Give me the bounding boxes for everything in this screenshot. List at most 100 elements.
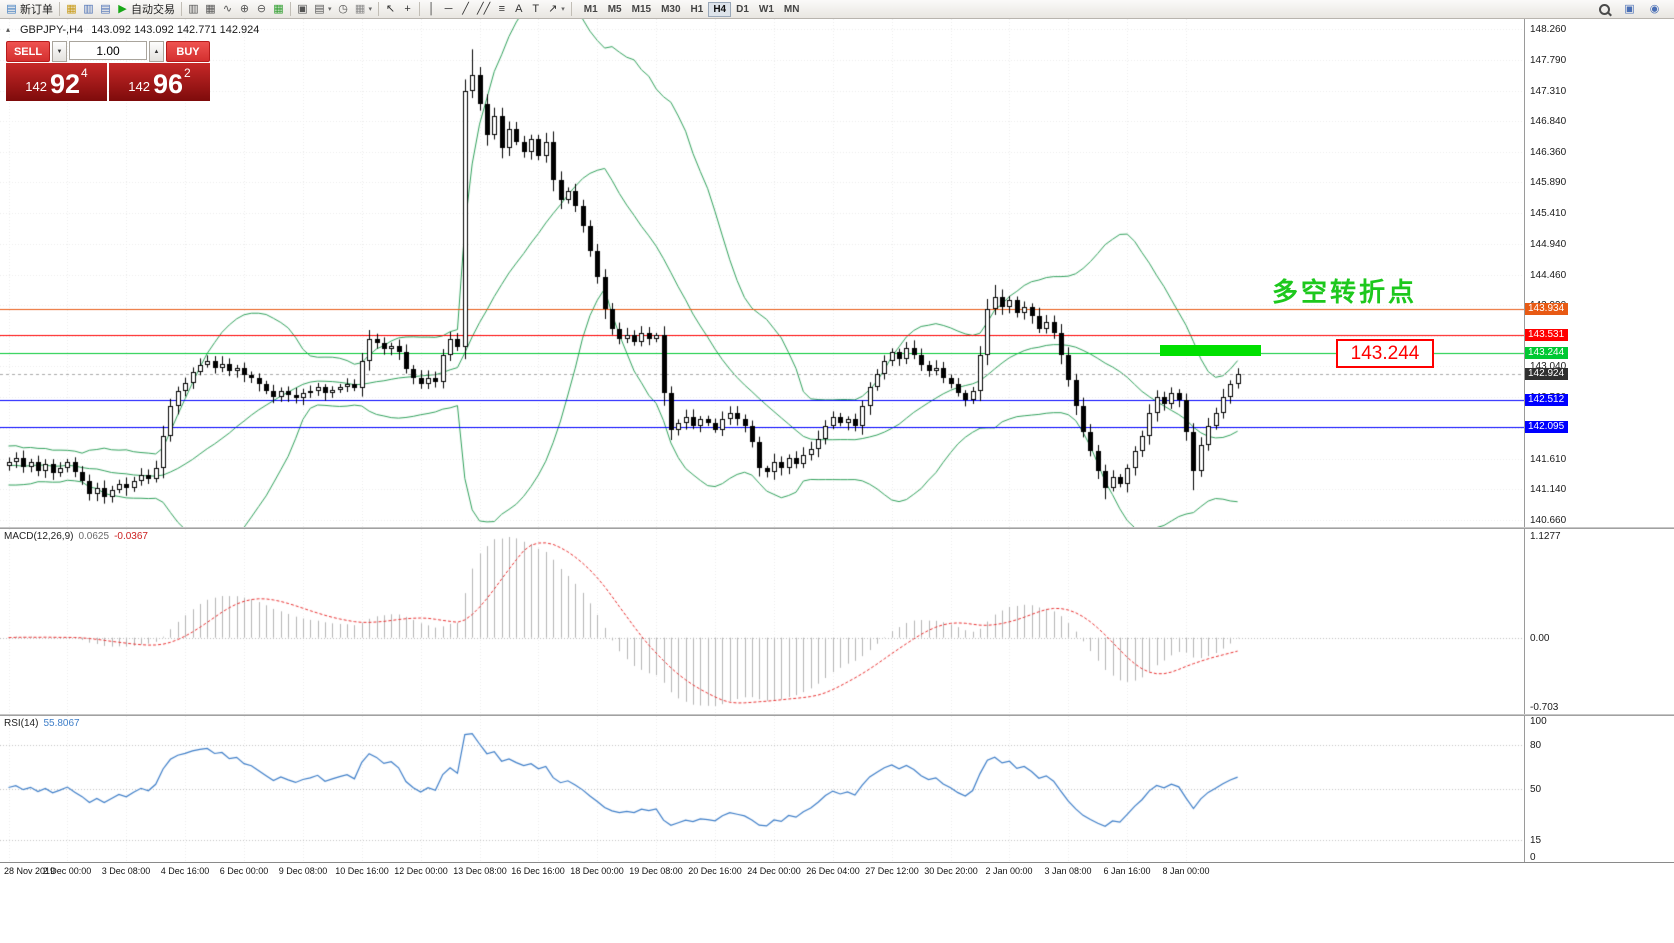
timeframe-h4-button[interactable]: H4 bbox=[708, 1, 732, 17]
profiles-button[interactable]: ▦ bbox=[63, 1, 80, 18]
arrows-icon: ↗ bbox=[548, 2, 558, 15]
timeframe-m30-button[interactable]: M30 bbox=[656, 2, 685, 17]
period-clock-button[interactable]: ◷ bbox=[335, 1, 352, 18]
new-order-button[interactable]: ▤ 新订单 bbox=[3, 1, 56, 18]
timeframe-w1-button[interactable]: W1 bbox=[754, 2, 779, 17]
buy-price-pips: 96 bbox=[152, 69, 184, 99]
chart-line-icon: ∿ bbox=[222, 2, 233, 15]
indicators-button[interactable]: ▦ ▾ bbox=[352, 1, 376, 18]
timeframe-m5-button[interactable]: M5 bbox=[603, 2, 627, 17]
chart-bars-button[interactable]: ▥ bbox=[185, 1, 202, 18]
volume-increase-button[interactable]: ▲ bbox=[149, 41, 164, 62]
rsi-value: 55.8067 bbox=[43, 718, 80, 729]
level-price-tag[interactable]: 143.531 bbox=[1525, 329, 1568, 341]
trendline-button[interactable]: ╱ bbox=[457, 1, 474, 18]
arrange-windows-icon: ▣ bbox=[297, 2, 308, 15]
tile-windows-button[interactable]: ▦ bbox=[270, 1, 287, 18]
chart-candles-button[interactable]: ▦ bbox=[202, 1, 219, 18]
fibonacci-button[interactable]: ≡ bbox=[493, 1, 510, 18]
time-scale-label: 10 Dec 16:00 bbox=[335, 866, 389, 876]
horizontal-line-icon: ─ bbox=[444, 2, 453, 15]
volume-input[interactable] bbox=[69, 41, 147, 60]
text-button[interactable]: A bbox=[510, 1, 527, 18]
level-price-tag[interactable]: 142.095 bbox=[1525, 421, 1568, 433]
new-order-icon: ▤ bbox=[6, 2, 17, 15]
level-price-tag[interactable]: 143.244 bbox=[1525, 347, 1568, 359]
timeframe-m1-button[interactable]: M1 bbox=[579, 2, 603, 17]
timeframe-d1-button[interactable]: D1 bbox=[731, 2, 754, 17]
vertical-line-icon: │ bbox=[428, 2, 435, 15]
account-menu-button[interactable]: ◉ bbox=[1646, 1, 1663, 18]
zoom-out-button[interactable]: ⊖ bbox=[253, 1, 270, 18]
arrows-button[interactable]: ↗ ▾ bbox=[544, 1, 568, 18]
zoom-in-button[interactable]: ⊕ bbox=[236, 1, 253, 18]
buy-button[interactable]: BUY bbox=[166, 41, 210, 62]
chart-window: 28 Nov 2019 2 Dec 00:00 3 Dec 08:00 4 Dec 1… bbox=[0, 19, 1674, 943]
macd-scale-label: 0.00 bbox=[1530, 633, 1550, 644]
macd-name: MACD(12,26,9) bbox=[4, 531, 74, 542]
time-scale-label: 26 Dec 04:00 bbox=[806, 866, 860, 876]
panel-separator[interactable] bbox=[0, 527, 1674, 529]
chart-candles-icon: ▦ bbox=[205, 2, 216, 15]
time-scale-label: 4 Dec 16:00 bbox=[160, 866, 210, 876]
buy-price-frac: 2 bbox=[184, 66, 191, 80]
macd-header: MACD(12,26,9) 0.0625 -0.0367 bbox=[4, 531, 148, 542]
fibonacci-icon: ≡ bbox=[498, 2, 505, 15]
volume-decrease-button[interactable]: ▼ bbox=[52, 41, 67, 62]
price-scale-label: 145.890 bbox=[1530, 177, 1567, 188]
channel-button[interactable]: ╱╱ bbox=[474, 1, 493, 18]
new-chart-button[interactable]: ▤ ▾ bbox=[311, 1, 335, 18]
price-scale[interactable]: 148.260 147.790 147.310 146.840 146.360 145.8… bbox=[1524, 19, 1674, 863]
community-button[interactable]: ▣ bbox=[1621, 1, 1638, 18]
timeframe-h1-button[interactable]: H1 bbox=[686, 2, 709, 17]
label-button[interactable]: T bbox=[527, 1, 544, 18]
current-price-tag[interactable]: 142.924 bbox=[1525, 368, 1568, 380]
sell-button[interactable]: SELL bbox=[6, 41, 50, 62]
vertical-line-button[interactable]: │ bbox=[423, 1, 440, 18]
price-scale-label: 146.360 bbox=[1530, 147, 1567, 158]
symbol-period-label: GBPJPY-,H4 bbox=[20, 24, 84, 36]
price-chart-canvas[interactable] bbox=[0, 19, 1524, 527]
buy-price[interactable]: 142 96 2 bbox=[109, 63, 210, 101]
time-scale[interactable]: 28 Nov 2019 2 Dec 00:00 3 Dec 08:00 4 Dec 1… bbox=[0, 864, 1524, 884]
time-scale-label: 6 Jan 16:00 bbox=[1103, 866, 1151, 876]
sell-price[interactable]: 142 92 4 bbox=[6, 63, 107, 101]
market-watch-button[interactable]: ▥ bbox=[80, 1, 97, 18]
search-button[interactable] bbox=[1596, 1, 1613, 18]
toolbar-separator bbox=[378, 2, 380, 16]
data-window-button[interactable]: ▤ bbox=[97, 1, 114, 18]
chart-line-button[interactable]: ∿ bbox=[219, 1, 236, 18]
toolbar-separator bbox=[181, 2, 182, 16]
price-scale-label: 147.790 bbox=[1530, 55, 1567, 66]
autotrading-button[interactable]: ▶ 自动交易 bbox=[114, 1, 178, 18]
timeframe-m15-button[interactable]: M15 bbox=[627, 2, 656, 17]
panel-separator[interactable] bbox=[0, 714, 1674, 716]
price-scale-label: 144.940 bbox=[1530, 239, 1567, 250]
dropdown-icon: ▾ bbox=[561, 6, 565, 13]
market-watch-icon: ▥ bbox=[83, 2, 94, 15]
toolbar-right: ▣ ◉ bbox=[1596, 1, 1671, 18]
cursor-button[interactable]: ↖ bbox=[382, 1, 399, 18]
arrange-windows-button[interactable]: ▣ bbox=[294, 1, 311, 18]
cursor-icon: ↖ bbox=[385, 2, 396, 15]
timeframe-mn-button[interactable]: MN bbox=[779, 2, 805, 17]
new-chart-icon: ▤ bbox=[314, 2, 325, 15]
rsi-canvas[interactable] bbox=[0, 716, 1524, 862]
level-price-tag[interactable]: 142.512 bbox=[1525, 394, 1568, 406]
macd-canvas[interactable] bbox=[0, 529, 1524, 714]
trade-controls-row: SELL ▼ ▲ BUY bbox=[6, 41, 210, 62]
horizontal-line-button[interactable]: ─ bbox=[440, 1, 457, 18]
level-price-tag[interactable]: 143.934 bbox=[1525, 303, 1568, 315]
toolbar: ▤ 新订单 ▦ ▥ ▤ ▶ 自动交易 ▥ ▦ ∿ ⊕ ⊖ ▦ ▣ ▤ ▾ ◷ ▦ ▾ ↖ + │ ─ ╱ ╱╱ ≡ A T ↗ ▾ M1 M… bbox=[0, 0, 1674, 19]
crosshair-button[interactable]: + bbox=[399, 1, 416, 18]
turning-point-annotation[interactable]: 多空转折点 bbox=[1272, 277, 1418, 307]
autotrading-icon: ▶ bbox=[118, 2, 127, 15]
macd-scale-label: 1.1277 bbox=[1530, 531, 1561, 542]
collapse-trade-panel-icon[interactable]: ▴ bbox=[6, 25, 11, 34]
support-highlight-bar[interactable] bbox=[1160, 345, 1261, 356]
price-level-callout[interactable]: 143.244 bbox=[1336, 339, 1434, 368]
zoom-out-icon: ⊖ bbox=[256, 2, 267, 15]
profiles-icon: ▦ bbox=[66, 2, 77, 15]
